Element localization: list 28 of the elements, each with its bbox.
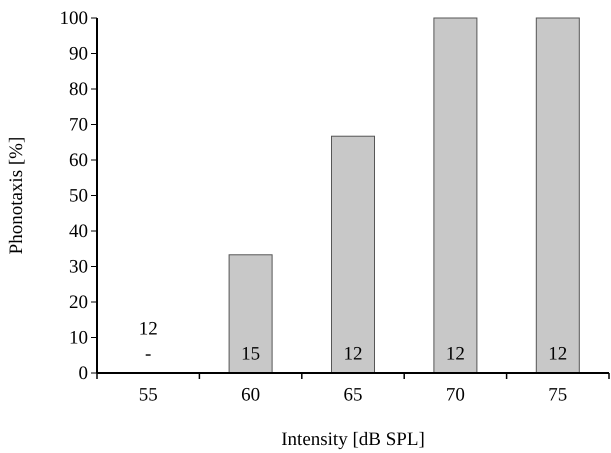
bar <box>330 136 376 374</box>
annotation: 15 <box>241 344 260 365</box>
y-axis-title: Phonotaxis [%] <box>6 136 27 254</box>
x-axis-title: Intensity [dB SPL] <box>281 429 425 450</box>
y-tick-label: 0 <box>78 363 88 384</box>
annotation: 12 <box>344 344 362 365</box>
y-tick-label: 40 <box>69 221 88 242</box>
bar <box>228 254 273 374</box>
x-tick-label: 65 <box>344 384 362 406</box>
bar <box>536 18 580 374</box>
y-tick-label: 70 <box>69 114 88 136</box>
y-tick-label: 50 <box>69 186 88 207</box>
annotation: - <box>145 344 152 365</box>
y-tick-label: 20 <box>69 292 88 314</box>
x-tick-label: 60 <box>241 384 260 406</box>
x-tick-label: 70 <box>446 384 465 406</box>
y-tick-label: 10 <box>69 328 88 349</box>
y-tick-label: 30 <box>69 256 88 278</box>
x-tick-label: 75 <box>548 384 568 406</box>
y-tick-label: 100 <box>60 8 88 30</box>
y-tick-label: 90 <box>69 44 88 65</box>
y-tick-label: 80 <box>69 79 88 100</box>
annotation: 12 <box>138 318 158 340</box>
annotation: 12 <box>548 344 568 365</box>
bar <box>433 18 478 374</box>
annotation: 12 <box>446 344 465 365</box>
y-tick-label: 60 <box>69 150 88 172</box>
x-tick-label: 55 <box>138 384 158 406</box>
